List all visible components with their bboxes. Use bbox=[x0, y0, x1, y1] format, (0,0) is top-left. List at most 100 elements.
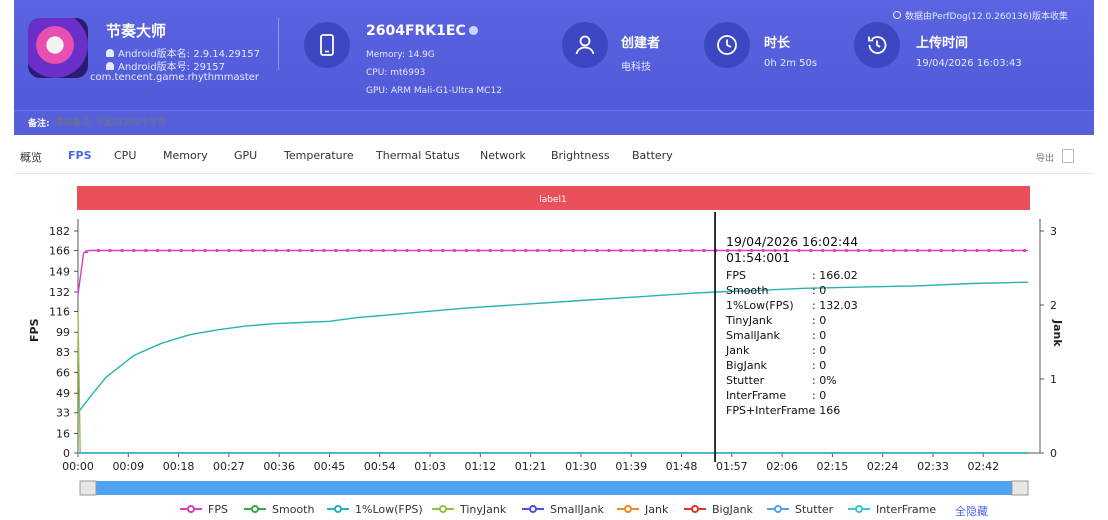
legend-item-jank[interactable]: Jank bbox=[617, 503, 668, 516]
fps-point bbox=[286, 248, 290, 253]
legend-item-bigjank[interactable]: BigJank bbox=[684, 503, 753, 516]
x-tick-label: 01:48 bbox=[666, 460, 698, 473]
label-bar bbox=[77, 186, 1030, 210]
hide-all-button[interactable]: 全隐藏 bbox=[955, 505, 988, 518]
y2-axis-label: Jank bbox=[1051, 320, 1064, 347]
fps-point bbox=[690, 248, 694, 253]
y-tick-label: 33 bbox=[56, 407, 70, 420]
fps-point bbox=[892, 248, 896, 253]
tooltip-row: BigJank: 0 bbox=[726, 358, 858, 373]
export-button[interactable]: 导出 bbox=[1035, 154, 1054, 164]
tooltip-value: : 0 bbox=[812, 359, 827, 372]
fps-point bbox=[856, 248, 860, 253]
tooltip-key: FPS bbox=[726, 269, 746, 282]
legend-item-1-low-fps-[interactable]: 1%Low(FPS) bbox=[327, 503, 423, 516]
tooltip-timestamp: 19/04/2026 16:02:44 bbox=[726, 234, 859, 249]
scroll-handle-left[interactable] bbox=[79, 480, 97, 496]
legend-item-fps[interactable]: FPS bbox=[180, 503, 228, 516]
tab-network[interactable]: Network bbox=[480, 149, 526, 162]
fps-point bbox=[939, 248, 944, 253]
fps-point bbox=[429, 248, 433, 253]
tooltip-key: SmallJank bbox=[726, 329, 780, 342]
legend-label: 1%Low(FPS) bbox=[355, 503, 423, 516]
scroll-handle-right[interactable] bbox=[1011, 480, 1029, 496]
legend-label: InterFrame bbox=[876, 503, 937, 516]
legend-item-stutter[interactable]: Stutter bbox=[767, 503, 833, 516]
notes-input[interactable] bbox=[54, 115, 454, 131]
legend-swatch bbox=[684, 505, 706, 513]
legend-marker bbox=[691, 505, 699, 513]
tab-overview[interactable]: 概览 bbox=[20, 151, 42, 164]
fps-point bbox=[405, 248, 409, 253]
fps-point bbox=[369, 248, 373, 253]
fps-point bbox=[761, 248, 765, 253]
fps-point bbox=[536, 248, 540, 253]
app-name: 节奏大师 bbox=[106, 22, 167, 40]
tab-gpu[interactable]: GPU bbox=[234, 149, 258, 162]
app-icon bbox=[28, 18, 88, 78]
legend-item-interframe[interactable]: InterFrame bbox=[848, 503, 936, 516]
fps-point bbox=[559, 248, 564, 253]
tooltip-row: FPS: 166.02 bbox=[726, 268, 858, 283]
legend-marker bbox=[334, 505, 342, 513]
fps-point bbox=[773, 248, 777, 253]
x-tick-label: 02:15 bbox=[817, 460, 849, 473]
fps-point bbox=[464, 248, 468, 253]
info-icon[interactable] bbox=[468, 26, 478, 35]
legend-marker bbox=[187, 505, 195, 513]
fps-point bbox=[227, 248, 231, 253]
legend-item-smalljank[interactable]: SmallJank bbox=[522, 503, 604, 516]
x-tick-label: 01:21 bbox=[515, 460, 547, 473]
fps-point bbox=[631, 248, 635, 253]
tab-brightness[interactable]: Brightness bbox=[551, 149, 610, 162]
legend-item-smooth[interactable]: Smooth bbox=[244, 503, 314, 516]
fps-point bbox=[1011, 248, 1015, 253]
x-tick-label: 01:30 bbox=[565, 460, 597, 473]
y-tick-label: 182 bbox=[49, 225, 70, 238]
fps-point bbox=[987, 248, 991, 253]
fps-point bbox=[452, 248, 457, 253]
fps-point bbox=[346, 248, 350, 253]
x-tick-label: 02:33 bbox=[917, 460, 949, 473]
fps-point bbox=[393, 248, 397, 253]
legend-swatch bbox=[180, 505, 202, 513]
export-icon[interactable] bbox=[1062, 149, 1074, 163]
tab-memory[interactable]: Memory bbox=[163, 149, 208, 162]
range-scrollbar[interactable] bbox=[80, 481, 1028, 495]
notes-bar: 备注: bbox=[14, 110, 1094, 135]
fps-point bbox=[132, 248, 136, 253]
fps-point bbox=[547, 248, 552, 253]
legend-label: BigJank bbox=[712, 503, 753, 516]
device-gpu: GPU: ARM Mali-G1-Ultra MC12 bbox=[366, 86, 502, 96]
tab-fps[interactable]: FPS bbox=[68, 149, 92, 162]
fps-point bbox=[726, 248, 730, 253]
upload-time-label: 上传时间 bbox=[916, 36, 969, 51]
fps-point bbox=[821, 248, 825, 253]
android-version-name: Android版本名: 2.9.14.29157 bbox=[106, 45, 260, 60]
chart-canvas[interactable]: label1 0 16 33 49 66 83 99 116 132 149 166 182 0 1 2 3 00… bbox=[14, 178, 1094, 520]
tab-temperature[interactable]: Temperature bbox=[284, 149, 354, 162]
fps-point bbox=[417, 248, 421, 253]
tab-battery[interactable]: Battery bbox=[632, 149, 673, 162]
fps-point bbox=[215, 248, 219, 253]
tooltip-row: TinyJank: 0 bbox=[726, 313, 858, 328]
tooltip-value: : 166 bbox=[812, 404, 841, 417]
clock-icon bbox=[704, 22, 750, 68]
y-tick-label: 149 bbox=[49, 265, 70, 278]
fps-point bbox=[500, 248, 504, 253]
tab-cpu[interactable]: CPU bbox=[114, 149, 137, 162]
tooltip-row: SmallJank: 0 bbox=[726, 328, 858, 343]
tooltip-row: Smooth: 0 bbox=[726, 283, 858, 298]
creator-value: 电科技 bbox=[621, 62, 651, 73]
legend-item-tinyjank[interactable]: TinyJank bbox=[432, 503, 506, 516]
tab-thermal-status[interactable]: Thermal Status bbox=[376, 149, 460, 162]
fps-point bbox=[274, 248, 278, 253]
legend-swatch bbox=[617, 505, 639, 513]
x-tick-label: 00:00 bbox=[62, 460, 94, 473]
android-version-text: Android版本名: 2.9.14.29157 bbox=[118, 49, 261, 60]
data-source-note: 数据由PerfDog(12.0.260136)版本收集 bbox=[893, 9, 1068, 22]
fps-point bbox=[191, 248, 195, 253]
tooltip-row: Stutter: 0% bbox=[726, 373, 858, 388]
tooltip-key: Stutter bbox=[726, 374, 765, 387]
tooltip-key: 1%Low(FPS) bbox=[726, 299, 794, 312]
